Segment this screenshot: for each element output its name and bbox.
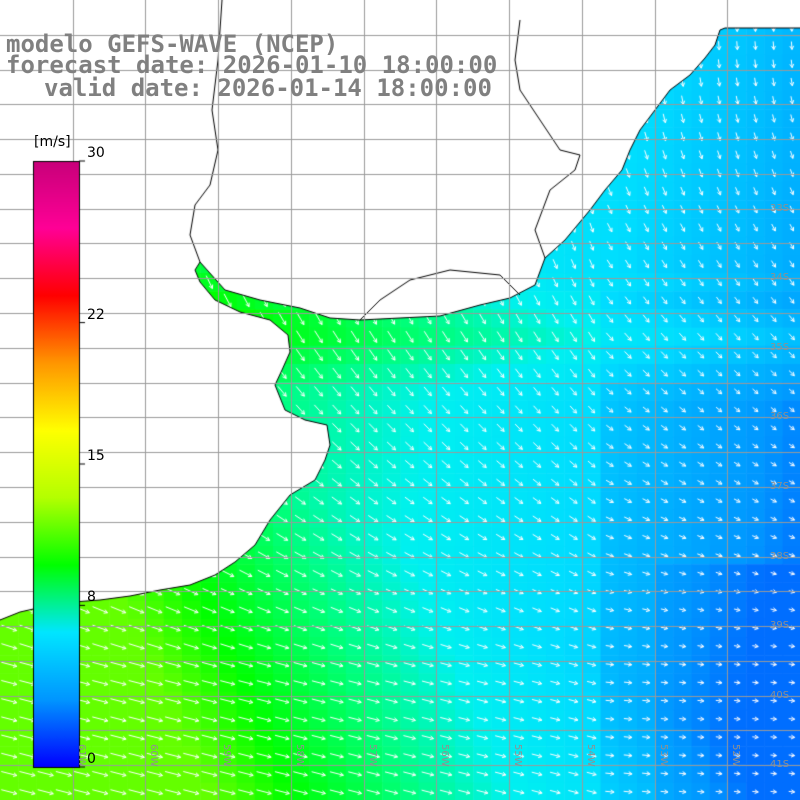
latitude-label: 39S [770, 620, 790, 632]
latitude-label: 38S [770, 550, 790, 562]
longitude-label: 52W [730, 744, 742, 767]
colorbar-tick-label: 15 [87, 448, 105, 464]
longitude-label: 54W [584, 744, 596, 767]
longitude-label: 53W [657, 744, 669, 767]
longitude-label: 59W [221, 744, 233, 767]
colorbar-tick-label: 0 [87, 751, 96, 767]
colorbar-tick-label: 8 [87, 589, 96, 606]
latitude-label: 33S [770, 202, 790, 214]
colorbar-tick-label: 22 [87, 306, 105, 323]
latitude-label: 35S [770, 341, 790, 353]
longitude-label: 61W [75, 744, 87, 767]
colorbar-unit-label: [m/s] [34, 134, 71, 150]
longitude-label: 56W [439, 744, 451, 767]
map-title-forecast-date: forecast date: 2026-01-10 18:00:00 [6, 51, 498, 79]
latitude-label: 41S [770, 759, 790, 771]
latitude-label: 40S [770, 689, 790, 701]
latitude-label: 37S [770, 480, 790, 492]
map-title-valid-date: valid date: 2026-01-14 18:00:00 [44, 74, 492, 102]
colorbar-tick-label: 30 [87, 145, 105, 161]
map-title-model: modelo GEFS-WAVE (NCEP) [6, 30, 339, 58]
latitude-label: 36S [770, 411, 790, 423]
longitude-label: 55W [512, 744, 524, 767]
latitude-label: 34S [770, 272, 790, 284]
longitude-label: 57W [366, 744, 378, 767]
longitude-label: 60W [148, 744, 160, 767]
longitude-label: 58W [293, 744, 305, 767]
